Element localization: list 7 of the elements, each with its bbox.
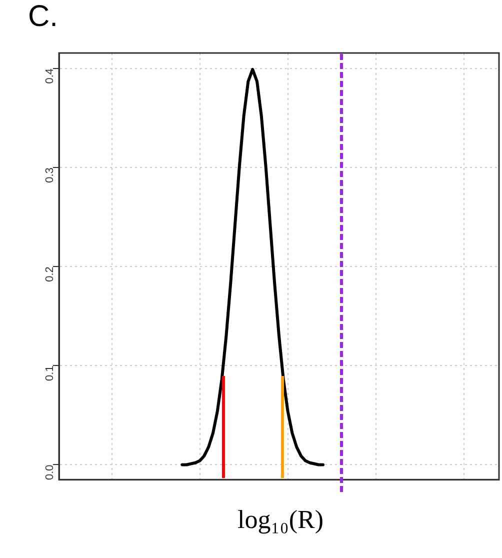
x-axis-title: log₁₀(R) <box>236 505 324 535</box>
y-tick-label: 0.4 <box>44 68 56 84</box>
y-tick-label: 0.2 <box>44 266 56 282</box>
y-tick-label: 0.1 <box>44 366 56 381</box>
y-tick-label: 0.3 <box>44 168 56 183</box>
chart-title: C. <box>28 0 58 34</box>
y-tick-label: 0.0 <box>44 464 56 480</box>
